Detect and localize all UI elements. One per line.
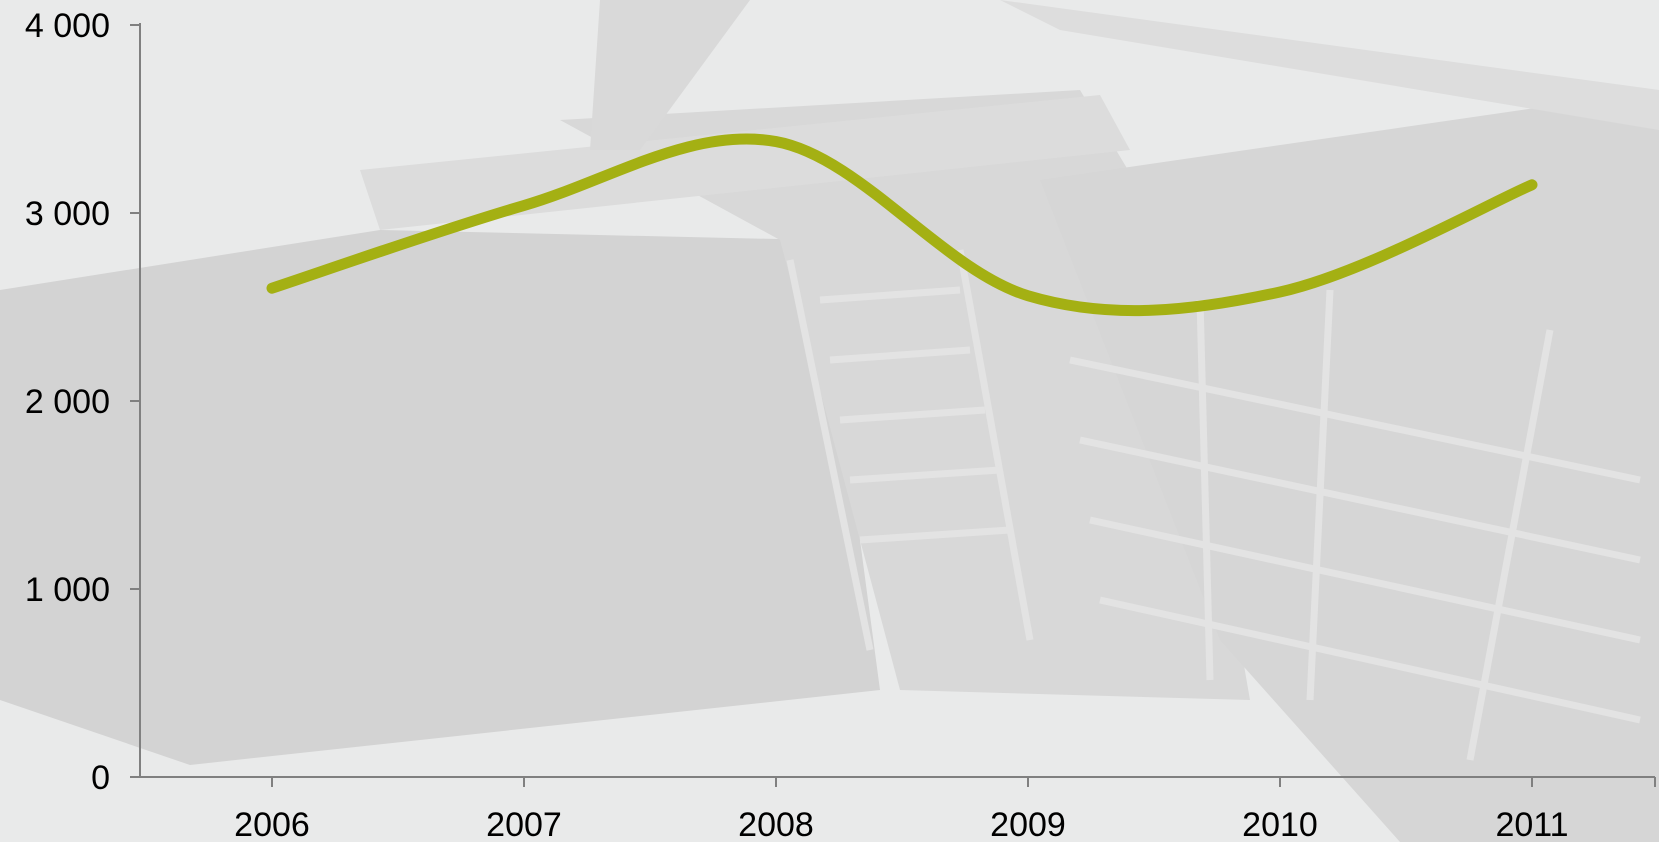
- series-point: [776, 141, 777, 142]
- series-line: [266, 133, 1538, 317]
- series-point: [524, 205, 525, 206]
- axes: [130, 23, 1656, 787]
- y-tick-label: 1 000: [25, 571, 110, 609]
- series-layer: [266, 133, 1538, 317]
- y-tick-label: 4 000: [25, 7, 110, 45]
- background-photo-right-panel: [1040, 90, 1659, 842]
- y-axis-tick-labels: 0 1 000 2 000 3 000 4 000: [25, 7, 110, 797]
- background-photo-left-panel: [0, 230, 880, 765]
- x-tick-label: 2008: [738, 806, 814, 842]
- x-axis-tick-labels: 2006 2007 2008 2009 2010 2011: [234, 806, 1568, 842]
- series-point: [1028, 295, 1029, 296]
- y-tick-label: 0: [91, 759, 110, 797]
- background-photo-grille: [786, 249, 1641, 761]
- x-tick-label: 2006: [234, 806, 310, 842]
- series-point: [272, 288, 273, 289]
- x-tick-label: 2009: [990, 806, 1066, 842]
- series-point: [1280, 291, 1281, 292]
- y-tick-label: 3 000: [25, 195, 110, 233]
- series-point: [1532, 184, 1533, 185]
- y-tick-label: 2 000: [25, 383, 110, 421]
- x-tick-label: 2011: [1495, 806, 1568, 842]
- x-tick-label: 2010: [1242, 806, 1318, 842]
- background-photo-arm: [590, 0, 750, 150]
- background-photo-boom: [1000, 0, 1659, 130]
- x-tick-label: 2007: [486, 806, 562, 842]
